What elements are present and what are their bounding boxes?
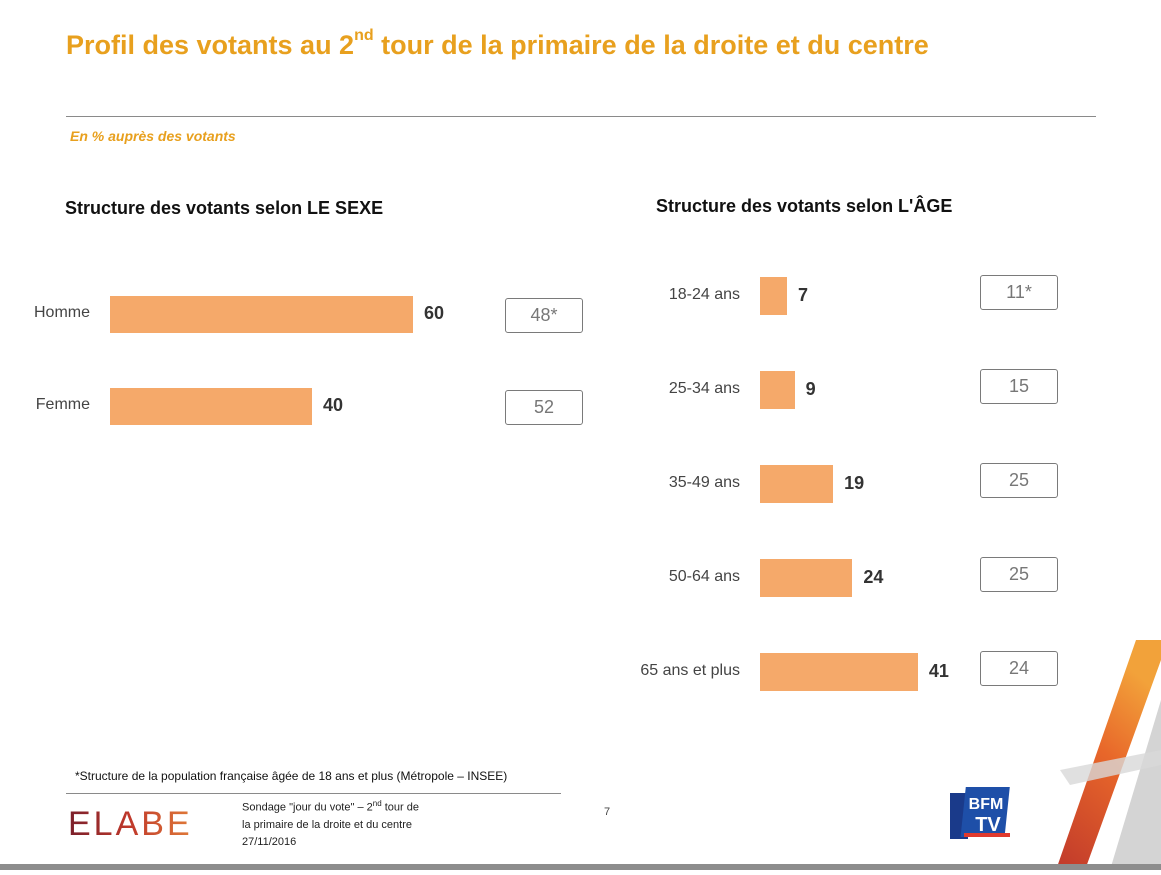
reference-value-box: 48*: [505, 298, 583, 333]
page-title: Profil des votants au 2nd tour de la pri…: [66, 27, 929, 60]
footer-source: Sondage "jour du vote" – 2nd tour de la …: [242, 799, 419, 848]
bar: [760, 559, 853, 597]
sex-chart-title: Structure des votants selon LE SEXE: [65, 198, 384, 218]
title-divider: [66, 116, 1096, 117]
category-label: 65 ans et plus: [640, 662, 740, 679]
category-label: Femme: [35, 396, 90, 413]
svg-text:TV: TV: [975, 814, 1001, 836]
reference-value-box: 25: [980, 557, 1058, 592]
bar: [110, 295, 413, 333]
age-chart-title: Structure des votants selon L'ÂGE: [656, 196, 953, 216]
reference-value-box: 52: [505, 390, 583, 425]
elabe-corner-graphic: [1040, 640, 1161, 870]
reference-value-box: 15: [980, 369, 1058, 404]
bar: [760, 277, 787, 315]
data-label: 40: [323, 395, 344, 415]
footer-divider: [66, 793, 561, 794]
data-label: 9: [805, 379, 816, 399]
reference-value-box: 24: [980, 651, 1058, 686]
chart-subtitle: En % auprès des votants: [70, 128, 236, 144]
data-label: 19: [844, 473, 865, 493]
footnote: *Structure de la population française âg…: [75, 769, 508, 783]
category-label: 18-24 ans: [668, 286, 740, 303]
reference-value-box: 25: [980, 463, 1058, 498]
bar: [110, 387, 312, 425]
category-label: 25-34 ans: [668, 380, 740, 397]
bar: [760, 465, 834, 503]
data-label: 7: [797, 285, 808, 305]
bottom-bar: [0, 864, 1161, 870]
svg-text:ELABE: ELABE: [68, 805, 193, 843]
data-label: 24: [863, 567, 884, 587]
category-label: 50-64 ans: [668, 568, 740, 585]
page-number: 7: [604, 806, 611, 818]
data-label: 41: [928, 661, 949, 681]
bfm-tv-logo: BFM TV: [950, 785, 1012, 843]
category-label: 35-49 ans: [668, 474, 740, 491]
bar: [760, 371, 795, 409]
data-label: 60: [424, 303, 445, 323]
svg-text:BFM: BFM: [969, 796, 1004, 813]
category-label: Homme: [33, 304, 90, 321]
bar: [760, 653, 918, 691]
reference-value-box: 11*: [980, 275, 1058, 310]
elabe-logo: ELABE: [68, 803, 198, 852]
